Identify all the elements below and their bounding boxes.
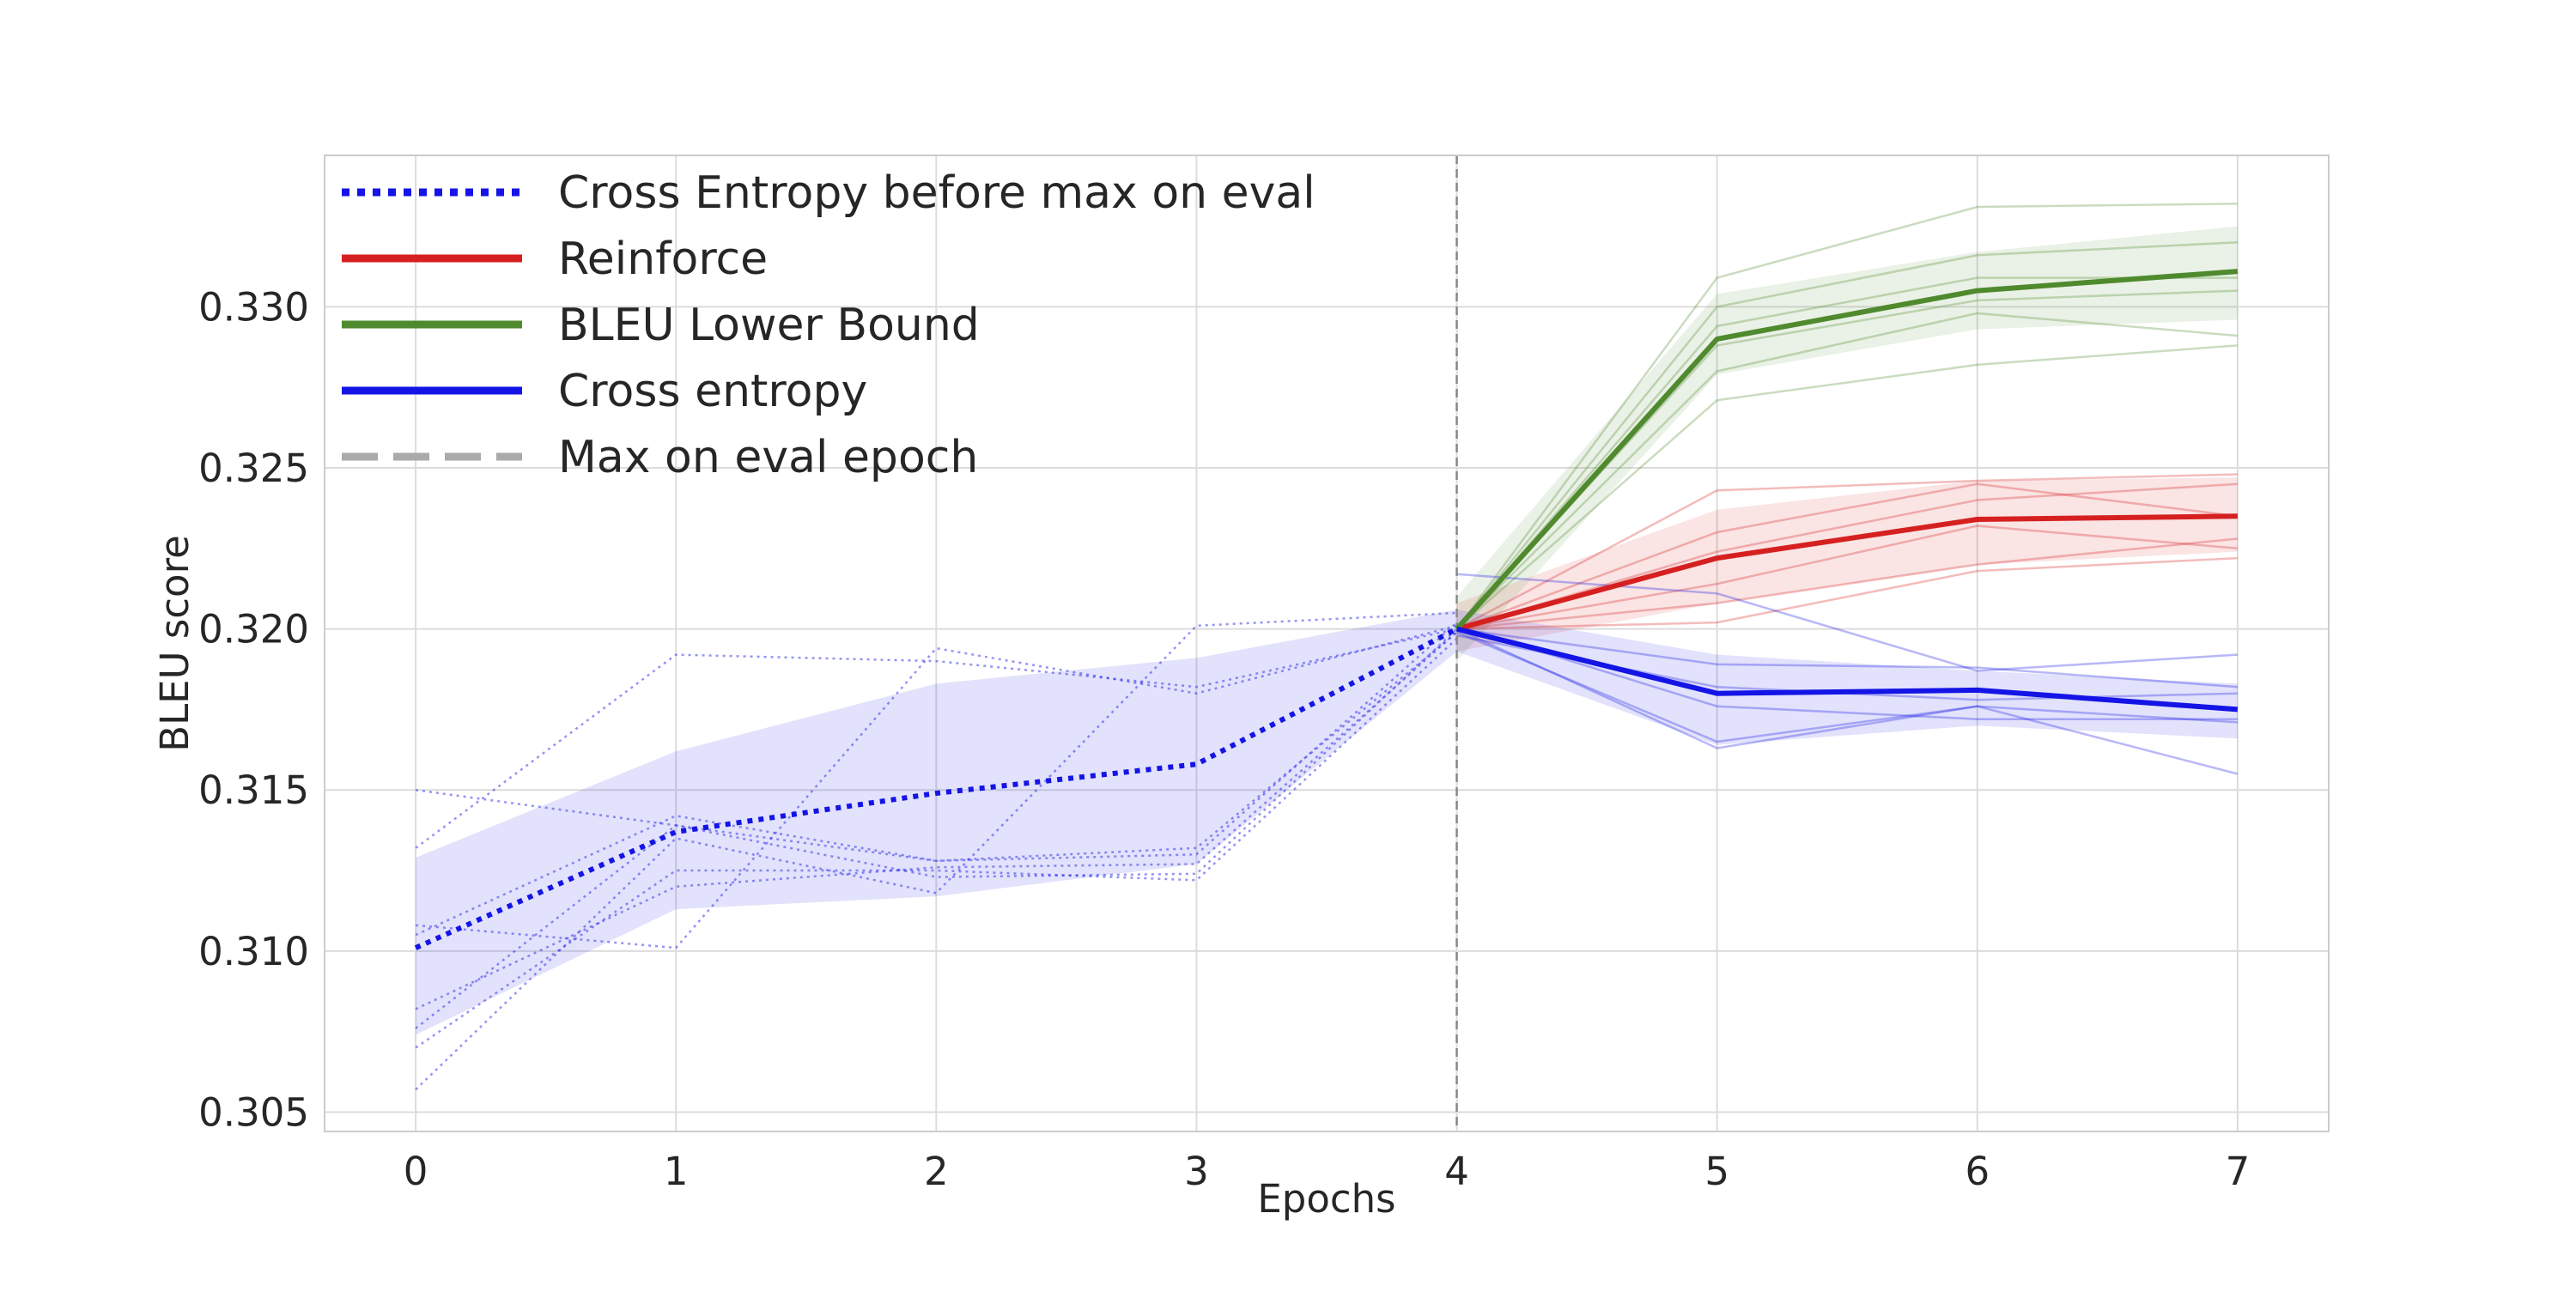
cross-entropy-run <box>1456 628 2239 775</box>
bleu-lower-bound-run <box>1455 312 2239 630</box>
legend-bleu-lower-bound-label: BLEU Lower Bound <box>558 300 980 351</box>
individual-runs <box>415 203 2239 1091</box>
bleu-lower-bound-run <box>1455 344 2238 630</box>
x-tick-label: 1 <box>664 1149 689 1194</box>
cross-entropy-before-max-on-eval-run <box>415 611 1457 1091</box>
reinforce-run <box>1456 482 2239 630</box>
legend-cross-entropy-label: Cross entropy <box>558 366 867 417</box>
legend-cross-entropy-before-max-on-eval-label: Cross Entropy before max on eval <box>558 167 1315 219</box>
x-tick-label: 0 <box>404 1149 428 1194</box>
reinforce-run <box>1456 482 2238 630</box>
y-tick-label: 0.305 <box>198 1089 309 1135</box>
cross-entropy-run <box>1456 628 2238 688</box>
cross-entropy-before-max-on-eval-run <box>415 628 1457 849</box>
reinforce-run <box>1456 525 2239 630</box>
x-tick-label: 3 <box>1184 1149 1209 1194</box>
cross-entropy-run <box>1456 624 2238 720</box>
x-tick-label: 4 <box>1444 1149 1469 1194</box>
reinforce-run <box>1456 537 2239 630</box>
cross-entropy-before-max-on-eval-run <box>415 628 1458 1029</box>
bleu-lower-bound-mean-line <box>1455 269 2239 631</box>
cross-entropy-before-max-on-eval-mean-line <box>414 626 1458 950</box>
cross-entropy-before-max-on-eval-run <box>415 622 1458 937</box>
cross-entropy-mean-line <box>1455 626 2239 713</box>
cross-entropy-before-max-on-eval-run <box>415 624 1457 949</box>
plot-frame <box>324 155 2330 1132</box>
cross-entropy-band <box>1456 610 2238 745</box>
cross-entropy-before-max-on-eval-band <box>416 610 1457 1035</box>
reinforce-run <box>1456 473 2238 630</box>
y-tick-label: 0.320 <box>198 607 309 652</box>
bleu-lower-bound-run <box>1455 241 2238 630</box>
y-tick-label: 0.330 <box>198 284 309 330</box>
x-tick-label: 6 <box>1965 1149 1990 1194</box>
reinforce-mean-line <box>1455 513 2238 632</box>
legend-max-on-eval-epoch-label: Max on eval epoch <box>558 432 978 483</box>
cross-entropy-run <box>1456 631 2238 743</box>
axis-ticks: 0 1 2 3 4 5 6 7 0.305 0.310 0.315 0.320 0.325 0.330 <box>198 284 2250 1194</box>
y-tick-label: 0.315 <box>198 767 309 813</box>
bleu-lower-bound-run <box>1455 203 2238 630</box>
y-tick-label: 0.325 <box>198 446 309 491</box>
reinforce-run <box>1456 556 2238 630</box>
legend-reinforce-label: Reinforce <box>558 234 768 285</box>
x-axis-label: Epochs <box>1257 1176 1395 1222</box>
x-tick-label: 2 <box>924 1149 949 1194</box>
x-tick-label: 7 <box>2226 1149 2251 1194</box>
bleu-lower-bound-run <box>1455 276 2238 630</box>
x-tick-label: 5 <box>1704 1149 1729 1194</box>
cross-entropy-run <box>1456 573 2238 672</box>
y-tick-label: 0.310 <box>198 929 309 974</box>
legend: Cross Entropy before max on eval Reinforc… <box>342 167 1315 483</box>
grid <box>325 155 2329 1131</box>
mean-lines <box>414 269 2239 950</box>
y-axis-label: BLEU score <box>152 535 197 752</box>
